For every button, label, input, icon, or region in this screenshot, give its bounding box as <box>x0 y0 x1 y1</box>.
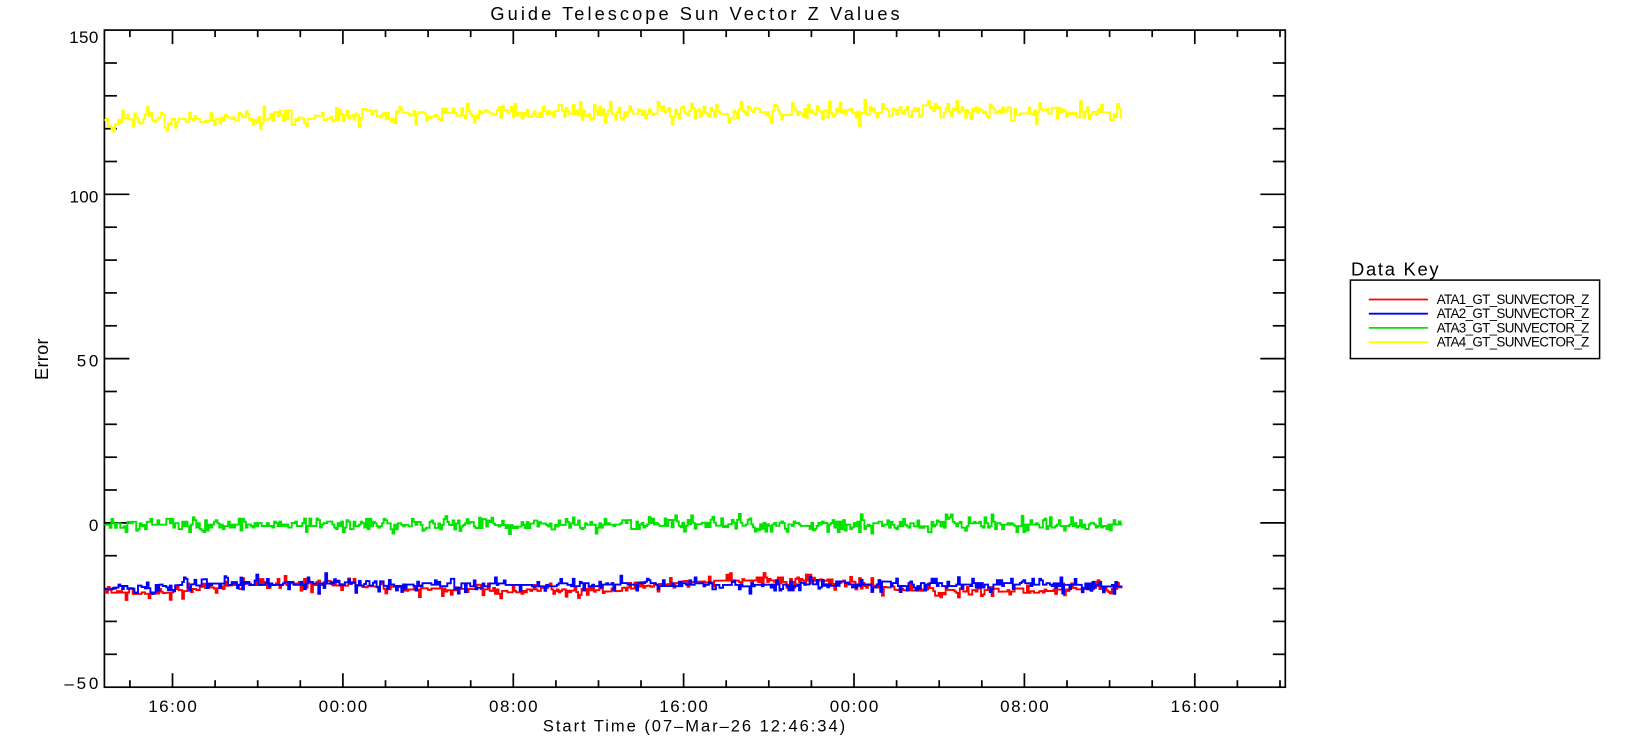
svg-text:100: 100 <box>70 188 99 207</box>
svg-text:Error: Error <box>32 338 52 380</box>
svg-text:00:00: 00:00 <box>830 697 879 716</box>
svg-text:150: 150 <box>69 28 98 47</box>
svg-text:16:00: 16:00 <box>659 697 708 716</box>
svg-text:16:00: 16:00 <box>1171 697 1220 716</box>
svg-text:ATA2_GT_SUNVECTOR_Z: ATA2_GT_SUNVECTOR_Z <box>1437 306 1590 321</box>
svg-text:ATA3_GT_SUNVECTOR_Z: ATA3_GT_SUNVECTOR_Z <box>1437 320 1590 335</box>
svg-text:–50: –50 <box>64 674 98 693</box>
svg-text:ATA1_GT_SUNVECTOR_Z: ATA1_GT_SUNVECTOR_Z <box>1437 292 1590 307</box>
svg-text:00:00: 00:00 <box>319 697 368 716</box>
svg-text:0: 0 <box>89 516 98 535</box>
svg-text:08:00: 08:00 <box>1000 697 1049 716</box>
svg-text:Start Time (07–Mar–26 12:46:34: Start Time (07–Mar–26 12:46:34) <box>543 718 845 736</box>
svg-text:ATA4_GT_SUNVECTOR_Z: ATA4_GT_SUNVECTOR_Z <box>1437 335 1590 350</box>
svg-text:08:00: 08:00 <box>489 697 538 716</box>
svg-text:16:00: 16:00 <box>148 697 197 716</box>
